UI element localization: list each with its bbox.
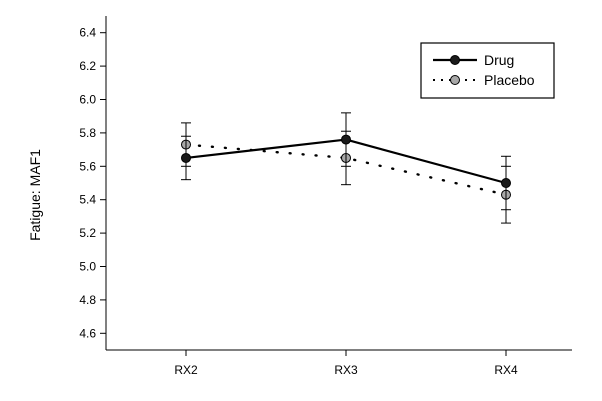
- y-tick-label: 5.2: [79, 226, 96, 240]
- y-tick-label: 5.4: [79, 193, 96, 207]
- x-tick-label: RX2: [174, 363, 198, 377]
- y-axis-label: Fatigue: MAF1: [27, 149, 43, 241]
- legend-placebo-marker: [450, 75, 460, 85]
- legend-box: [420, 42, 555, 99]
- drug-point: [501, 178, 511, 188]
- y-tick-label: 6.2: [79, 59, 96, 73]
- y-tick-label: 5.8: [79, 126, 96, 140]
- y-tick-label: 6.4: [79, 26, 96, 40]
- y-tick-label: 5.0: [79, 260, 96, 274]
- y-tick-label: 6.0: [79, 93, 96, 107]
- placebo-line: [184, 143, 508, 196]
- x-ticks: RX2 RX3 RX4: [174, 350, 518, 377]
- y-tick-label: 5.6: [79, 159, 96, 173]
- x-tick-label: RX3: [334, 363, 358, 377]
- x-tick-label: RX4: [494, 363, 518, 377]
- legend-drug-marker: [450, 55, 460, 65]
- legend-drug-label: Drug: [484, 52, 514, 68]
- legend-placebo-label: Placebo: [484, 72, 535, 88]
- series-drug: [181, 112, 511, 211]
- axes: [105, 16, 572, 351]
- y-ticks: 4.6 4.8 5.0 5.2 5.4 5.6 5.8 6.0 6.2 6.4: [79, 26, 106, 340]
- y-tick-label: 4.6: [79, 326, 96, 340]
- legend: Drug Placebo: [420, 42, 555, 99]
- drug-point: [181, 152, 191, 163]
- y-tick-label: 4.8: [79, 293, 96, 307]
- drug-point: [341, 134, 351, 145]
- series-layer: [181, 112, 511, 224]
